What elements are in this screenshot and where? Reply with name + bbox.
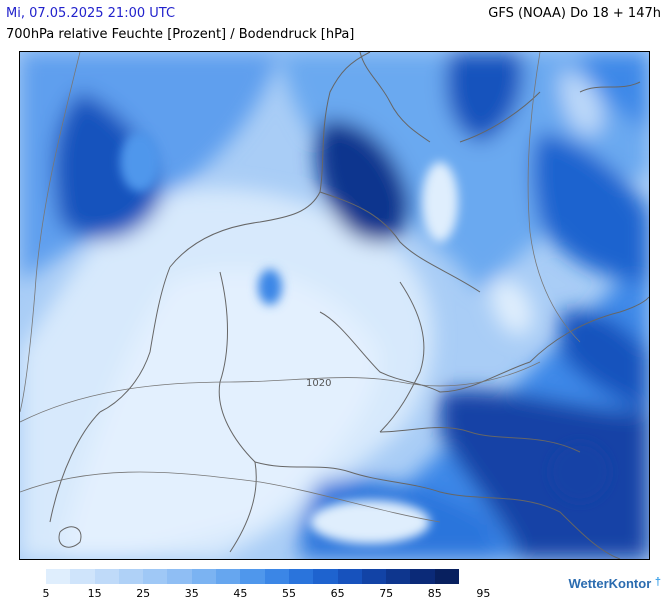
legend-swatch xyxy=(118,569,144,584)
legend-swatch xyxy=(240,569,265,584)
color-legend xyxy=(46,569,460,584)
legend-swatch xyxy=(46,569,71,584)
wetterkontor-logo[interactable]: WetterKontor † xyxy=(568,576,661,591)
brand-icon: † xyxy=(654,576,661,588)
legend-label: 75 xyxy=(379,587,394,600)
humidity-detail xyxy=(120,132,610,544)
legend-swatch xyxy=(94,569,119,584)
header-model-run: GFS (NOAA) Do 18 + 147h xyxy=(488,6,661,21)
map-canvas: 1020 xyxy=(20,52,649,559)
isobar-label: 1020 xyxy=(306,378,331,389)
legend-label: 65 xyxy=(330,587,345,600)
legend-swatch xyxy=(70,569,95,584)
legend-labels: 5 15 25 35 45 55 65 75 85 95 xyxy=(0,587,669,601)
brand-name: WetterKontor xyxy=(568,576,652,591)
legend-swatch xyxy=(386,569,411,584)
legend-swatch xyxy=(434,569,460,584)
country-borders xyxy=(49,52,649,559)
header-title: 700hPa relative Feuchte [Prozent] / Bode… xyxy=(6,27,355,42)
legend-label: 35 xyxy=(184,587,199,600)
legend-swatch xyxy=(313,569,338,584)
legend-swatch xyxy=(288,569,314,584)
legend-label: 45 xyxy=(233,587,248,600)
header-date: Mi, 07.05.2025 21:00 UTC xyxy=(6,6,176,21)
legend-swatch xyxy=(361,569,387,584)
legend-label: 55 xyxy=(282,587,296,600)
legend-label: 95 xyxy=(476,587,491,600)
legend-label: 15 xyxy=(87,587,102,600)
humidity-map: 1020 xyxy=(19,51,650,560)
legend-swatch xyxy=(191,569,217,584)
legend-swatch xyxy=(143,569,168,584)
legend-swatch xyxy=(264,569,289,584)
legend-label: 5 xyxy=(42,587,50,600)
legend-swatch xyxy=(167,569,192,584)
isobars xyxy=(20,52,581,523)
legend-label: 85 xyxy=(427,587,442,600)
legend-swatch xyxy=(337,569,362,584)
legend-swatch xyxy=(410,569,435,584)
humidity-field xyxy=(20,52,649,559)
legend-swatch xyxy=(216,569,241,584)
legend-label: 25 xyxy=(136,587,151,600)
